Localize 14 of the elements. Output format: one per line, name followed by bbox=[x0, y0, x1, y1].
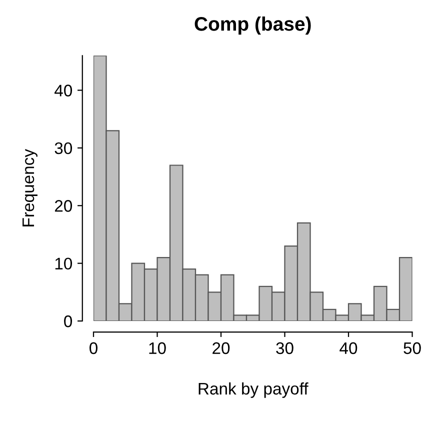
chart-title: Comp (base) bbox=[194, 16, 311, 35]
x-tick-label: 30 bbox=[276, 342, 294, 354]
x-tick-label: 50 bbox=[404, 342, 421, 354]
y-tick-label: 0 bbox=[64, 315, 72, 328]
y-tick-label: 40 bbox=[54, 84, 72, 96]
x-axis-title: Rank by payoff bbox=[198, 382, 308, 398]
x-tick-label: 20 bbox=[212, 342, 230, 354]
x-tick-label: 10 bbox=[149, 342, 166, 354]
y-tick-label: 10 bbox=[55, 258, 72, 270]
x-tick-label: 0 bbox=[90, 342, 98, 354]
y-tick-label: 20 bbox=[54, 200, 72, 212]
y-tick-label: 30 bbox=[54, 142, 72, 154]
y-axis-title: Frequency bbox=[22, 148, 38, 226]
x-tick-label: 40 bbox=[340, 342, 358, 354]
